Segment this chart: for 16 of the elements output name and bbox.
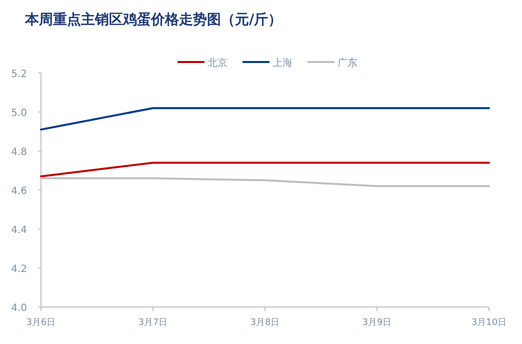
title: 本周重点主销区鸡蛋价格走势图（元/斤）	[25, 12, 282, 28]
legend-label: 广东	[338, 57, 358, 69]
x-tick-label: 3月9日	[362, 318, 392, 328]
y-tick-label: 5.0	[11, 108, 27, 119]
legend-label: 北京	[208, 57, 228, 69]
y-tick-label: 4.0	[11, 303, 27, 314]
legend-label: 上海	[272, 57, 292, 69]
y-tick-label: 4.4	[11, 225, 27, 236]
y-tick-label: 4.6	[11, 186, 27, 197]
x-tick-label: 3月8日	[250, 318, 280, 328]
y-tick-label: 4.8	[11, 147, 27, 158]
x-tick-label: 3月6日	[26, 318, 56, 328]
x-tick-label: 3月10日	[471, 318, 507, 328]
y-tick-label: 5.2	[11, 69, 27, 80]
y-tick-label: 4.2	[11, 264, 27, 275]
x-tick-label: 3月7日	[138, 318, 168, 328]
